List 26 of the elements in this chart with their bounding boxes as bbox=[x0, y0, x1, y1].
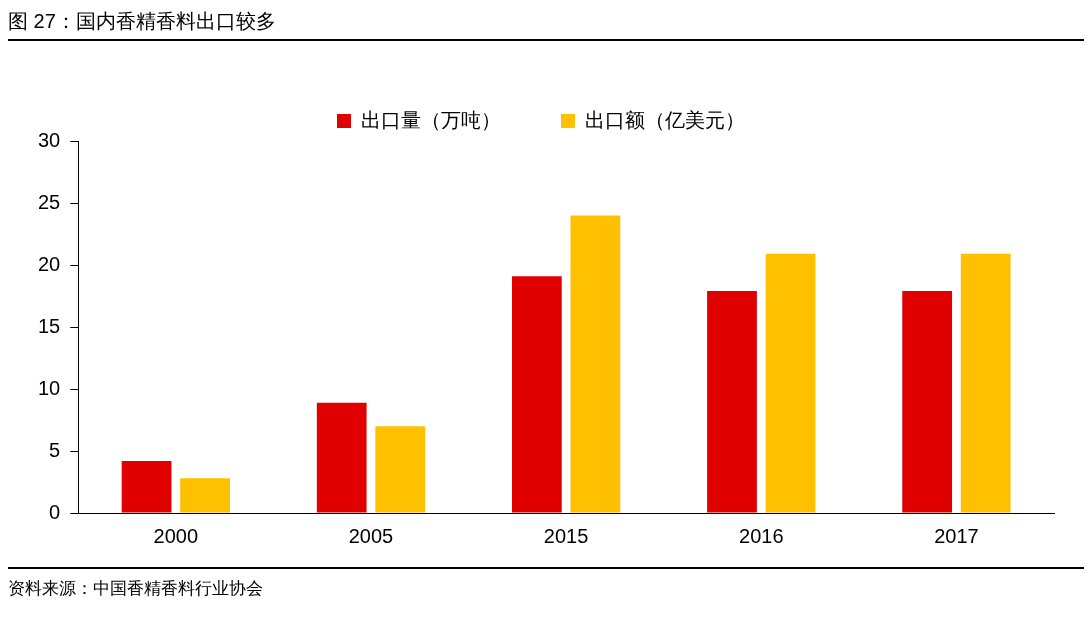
bar bbox=[765, 253, 816, 513]
bar bbox=[121, 460, 172, 513]
bar bbox=[707, 291, 757, 513]
bar bbox=[960, 253, 1011, 513]
y-tick-label: 30 bbox=[38, 128, 61, 151]
bar bbox=[902, 291, 953, 513]
y-tick-label: 25 bbox=[38, 190, 61, 213]
legend-label: 出口量（万吨） bbox=[361, 108, 501, 131]
x-tick-label: 2015 bbox=[543, 524, 589, 547]
y-tick-label: 10 bbox=[38, 376, 61, 399]
bar bbox=[570, 215, 621, 513]
bar bbox=[511, 276, 562, 513]
chart-title: 图 27：国内香精香料出口较多 bbox=[8, 8, 1084, 41]
y-tick-label: 20 bbox=[38, 252, 61, 275]
x-tick-label: 2000 bbox=[153, 524, 199, 547]
x-tick-label: 2005 bbox=[348, 524, 394, 547]
bar bbox=[180, 478, 230, 513]
x-tick-label: 2016 bbox=[739, 524, 784, 547]
legend-label: 出口额（亿美元） bbox=[585, 108, 745, 131]
bar bbox=[316, 402, 367, 513]
text: 资料来源：中国香精香料行业协会 bbox=[8, 567, 1084, 600]
bar bbox=[375, 426, 426, 513]
y-tick-label: 5 bbox=[49, 438, 61, 461]
y-tick-label: 15 bbox=[38, 314, 61, 337]
x-tick-label: 2017 bbox=[934, 524, 979, 547]
y-tick-label: 0 bbox=[49, 500, 61, 523]
